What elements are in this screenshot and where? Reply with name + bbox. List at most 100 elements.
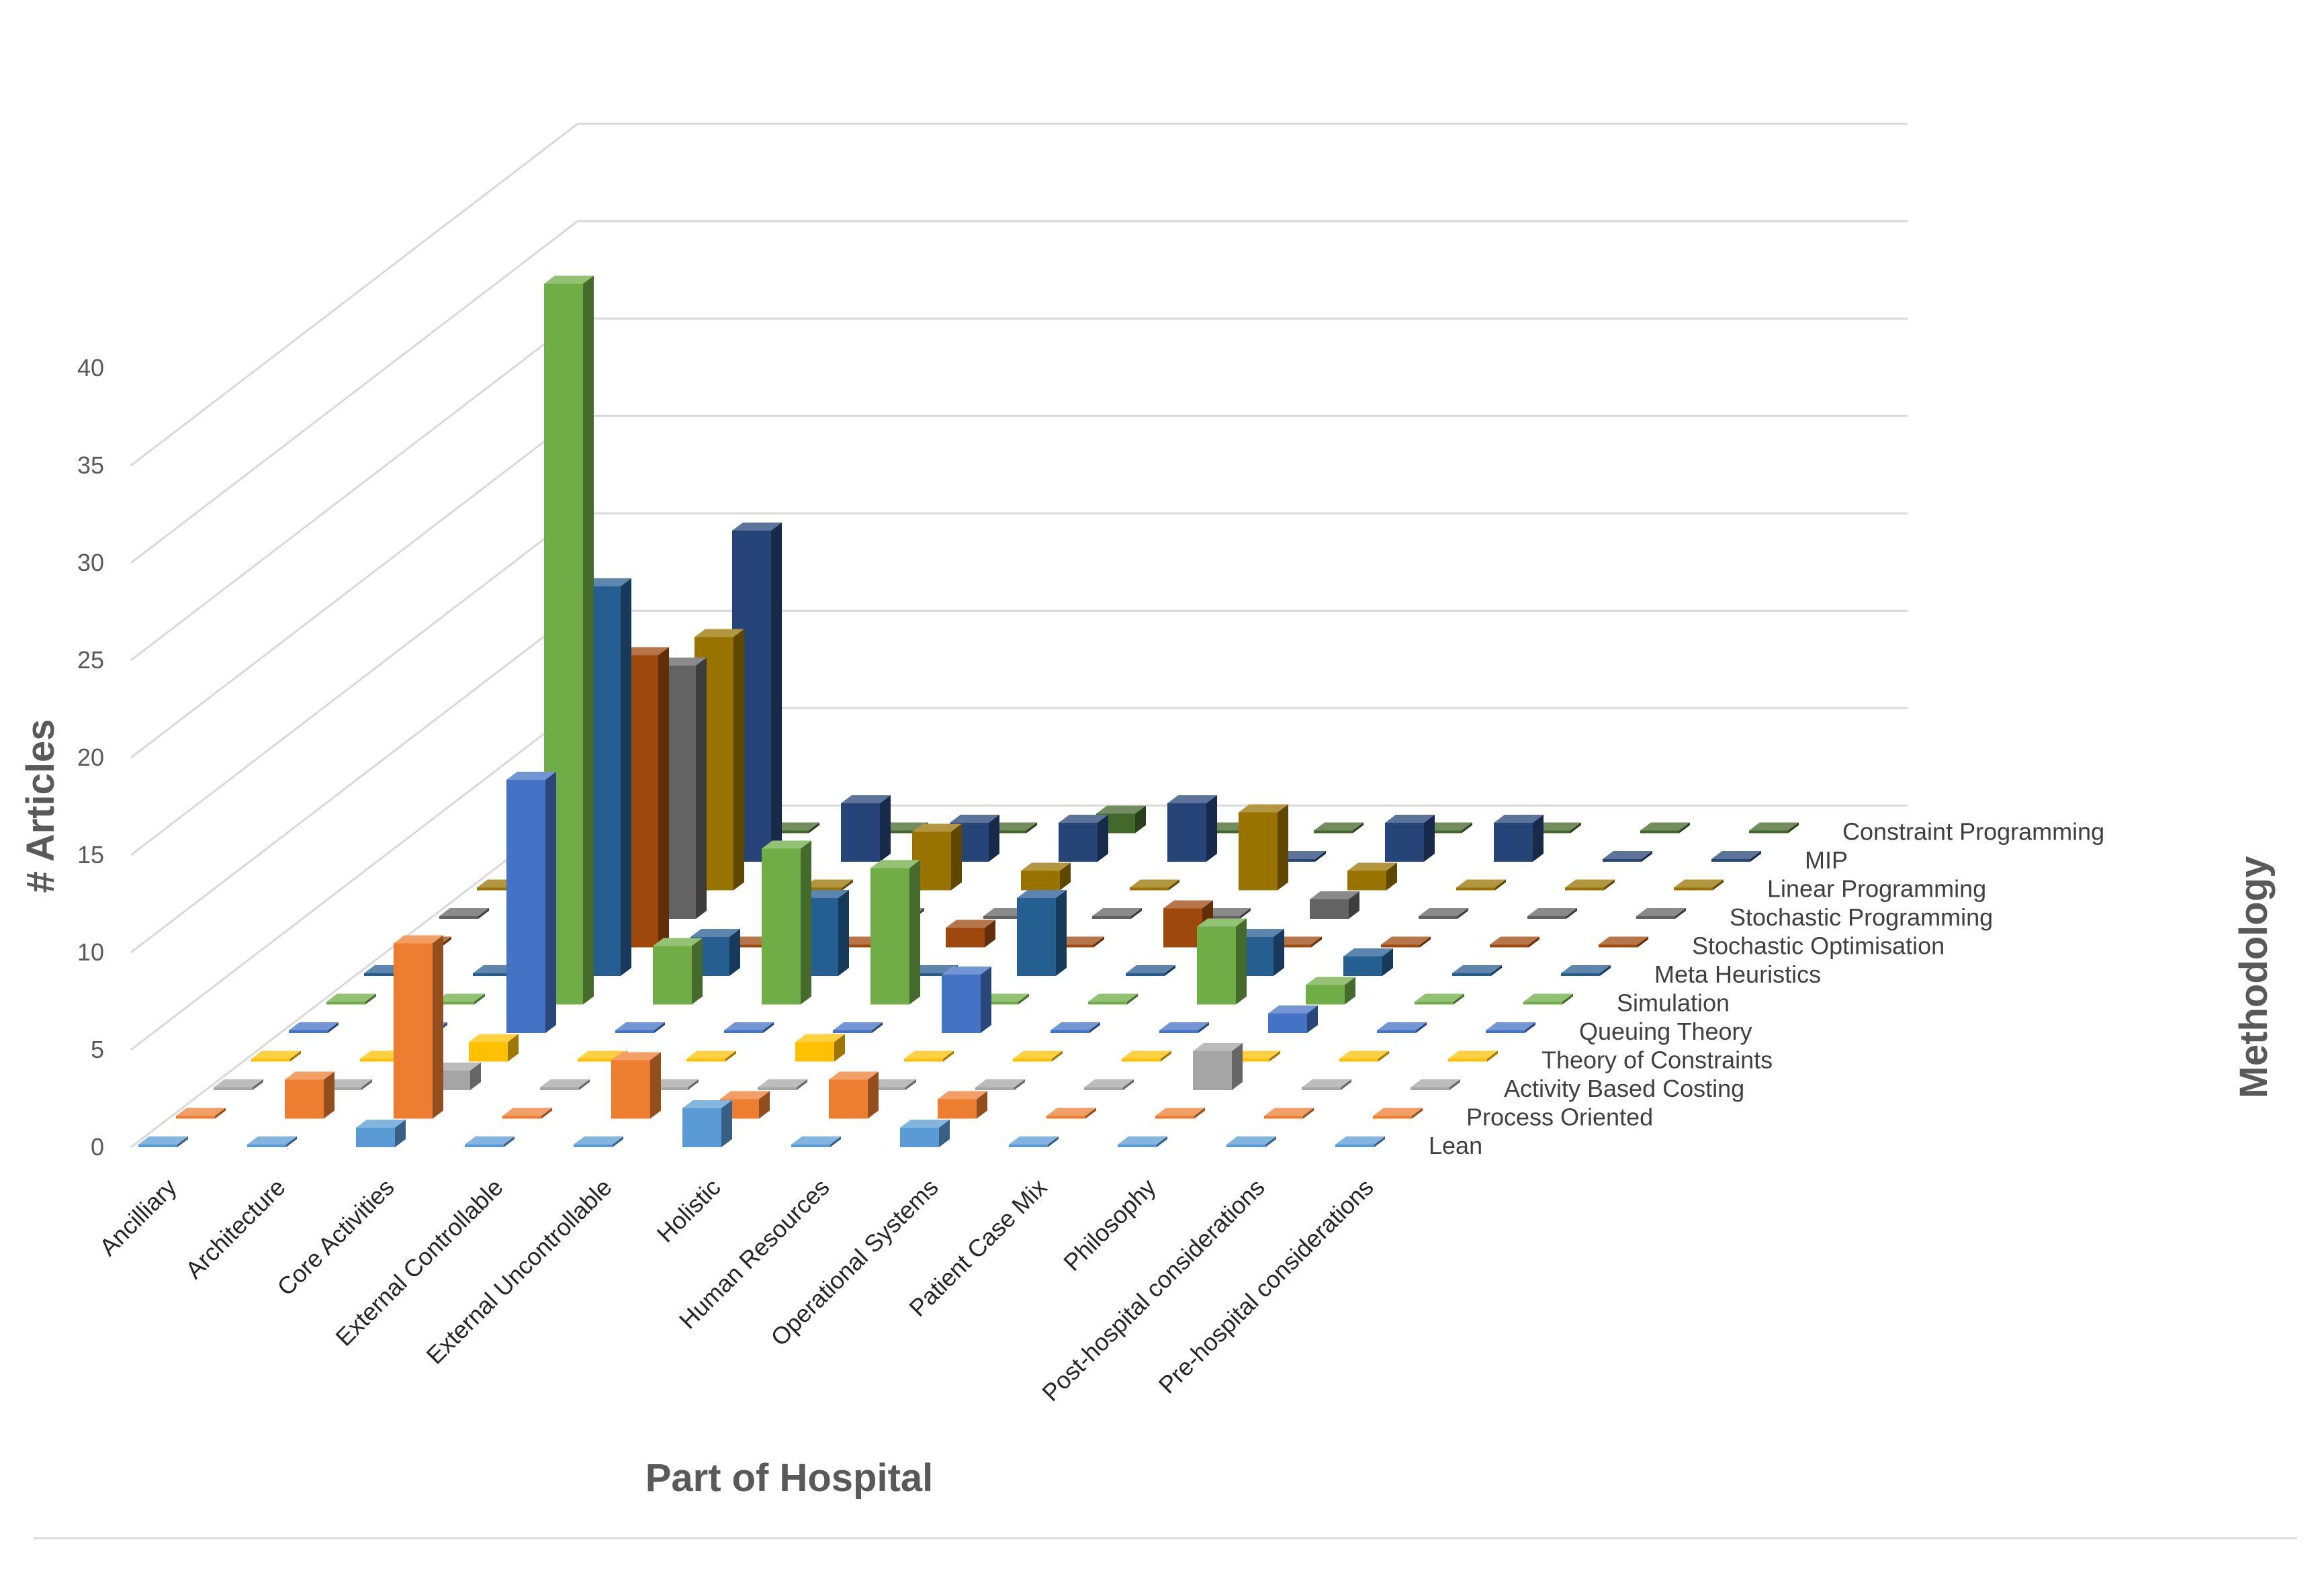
bar-side — [771, 523, 782, 862]
bar-top — [1084, 1079, 1134, 1087]
bar-top — [762, 840, 811, 849]
bar-front — [1055, 944, 1093, 948]
y-tick-label: 15 — [77, 841, 104, 868]
bar-side — [324, 1071, 334, 1119]
gridline-side — [130, 707, 578, 1051]
bar-side — [834, 1034, 845, 1062]
bar-front — [1490, 944, 1529, 948]
bar-top — [686, 1050, 736, 1059]
bar-front — [1017, 898, 1056, 976]
bar-side — [1420, 936, 1431, 948]
bar-side — [613, 1136, 623, 1147]
bar-top — [690, 929, 740, 937]
bar-side — [880, 795, 891, 862]
bar-constraint-programming-9 — [1531, 822, 1581, 834]
bar-front — [1523, 1001, 1562, 1005]
bar-top — [1231, 1050, 1280, 1059]
bar-top — [1561, 965, 1611, 973]
bar-top — [1527, 908, 1577, 916]
bar-front — [251, 1059, 290, 1062]
bar-top — [1411, 1079, 1460, 1087]
bar-side — [1123, 1079, 1134, 1090]
bar-side — [1382, 948, 1393, 976]
bar-front — [946, 928, 985, 948]
bar-front — [1640, 830, 1679, 834]
bar-front — [1122, 1059, 1161, 1062]
bar-theory-of-constraints-0 — [251, 1050, 301, 1062]
bar-process-oriented-4 — [611, 1052, 661, 1119]
bar-process-oriented-10 — [1264, 1108, 1314, 1119]
bar-process-oriented-5 — [720, 1091, 770, 1119]
bar-side — [1093, 936, 1104, 948]
bar-front — [900, 1128, 939, 1147]
bar-simulation-9 — [1306, 977, 1355, 1005]
z-category-label: Constraint Programming — [1842, 818, 2104, 846]
bar-front — [473, 973, 512, 976]
bar-front — [1494, 823, 1533, 862]
bar-queuing-theory-4 — [724, 1022, 774, 1033]
bar-top — [1523, 993, 1573, 1002]
bar-side — [1315, 851, 1326, 862]
bar-theory-of-constraints-10 — [1339, 1050, 1389, 1062]
bar-front — [1314, 830, 1353, 834]
bar-top — [326, 993, 376, 1002]
bar-side — [621, 578, 631, 976]
bar-front — [1343, 956, 1382, 976]
bar-top — [1239, 804, 1288, 813]
bar-front — [1452, 973, 1491, 976]
bar-top — [1118, 1136, 1167, 1145]
bar-constraint-programming-4 — [987, 822, 1037, 834]
bar-front — [322, 1087, 361, 1090]
bar-front — [1201, 916, 1240, 919]
z-category-label: Queuing Theory — [1579, 1018, 1752, 1045]
bar-constraint-programming-2 — [770, 822, 819, 834]
bar-side — [1307, 1005, 1318, 1033]
bar-queuing-theory-5 — [833, 1022, 883, 1033]
bar-front — [356, 1128, 395, 1147]
bar-side — [395, 1120, 406, 1147]
bar-top — [469, 1034, 519, 1042]
bar-side — [1491, 965, 1502, 976]
bar-side — [1600, 965, 1611, 976]
bar-front — [1272, 944, 1311, 948]
bar-simulation-6 — [979, 993, 1029, 1005]
bar-side — [1341, 1079, 1351, 1090]
bar-front — [247, 1145, 286, 1147]
bar-mip-10 — [1603, 851, 1652, 862]
bar-side — [1157, 1136, 1167, 1147]
bar-side — [290, 1050, 301, 1062]
bar-side — [729, 929, 740, 976]
bar-side — [1679, 822, 1690, 834]
bar-top — [791, 1136, 841, 1145]
bar-side — [579, 1079, 590, 1090]
x-category-label: Architecture — [180, 1173, 291, 1284]
bar-side — [725, 1050, 736, 1062]
bar-side — [1525, 1022, 1535, 1033]
bar-constraint-programming-7 — [1314, 822, 1364, 834]
bar-front — [1167, 803, 1206, 862]
bar-front — [870, 868, 909, 1005]
bar-side — [1085, 1108, 1096, 1119]
bar-theory-of-constraints-2 — [469, 1034, 519, 1062]
bar-front — [686, 1059, 725, 1062]
bar-side — [1638, 936, 1648, 948]
bar-top — [1051, 1022, 1100, 1030]
bar-side — [1240, 908, 1251, 919]
bar-linear-programming-10 — [1565, 879, 1615, 891]
bar-top — [720, 1091, 770, 1100]
bar-side — [1098, 815, 1108, 862]
bar-side — [951, 823, 962, 891]
bar-stochastic-optimisation-10 — [1490, 936, 1539, 948]
bar-queuing-theory-10 — [1377, 1022, 1427, 1033]
z-category-label: Linear Programming — [1767, 875, 1986, 903]
gridline-side — [130, 318, 578, 662]
bar-side — [474, 993, 485, 1005]
bar-side — [688, 1079, 699, 1090]
bar-top — [649, 1079, 699, 1087]
bar-side — [939, 1120, 950, 1147]
bar-stochastic-programming-10 — [1527, 908, 1577, 919]
bar-front — [465, 1145, 504, 1147]
bar-top — [502, 1108, 552, 1116]
